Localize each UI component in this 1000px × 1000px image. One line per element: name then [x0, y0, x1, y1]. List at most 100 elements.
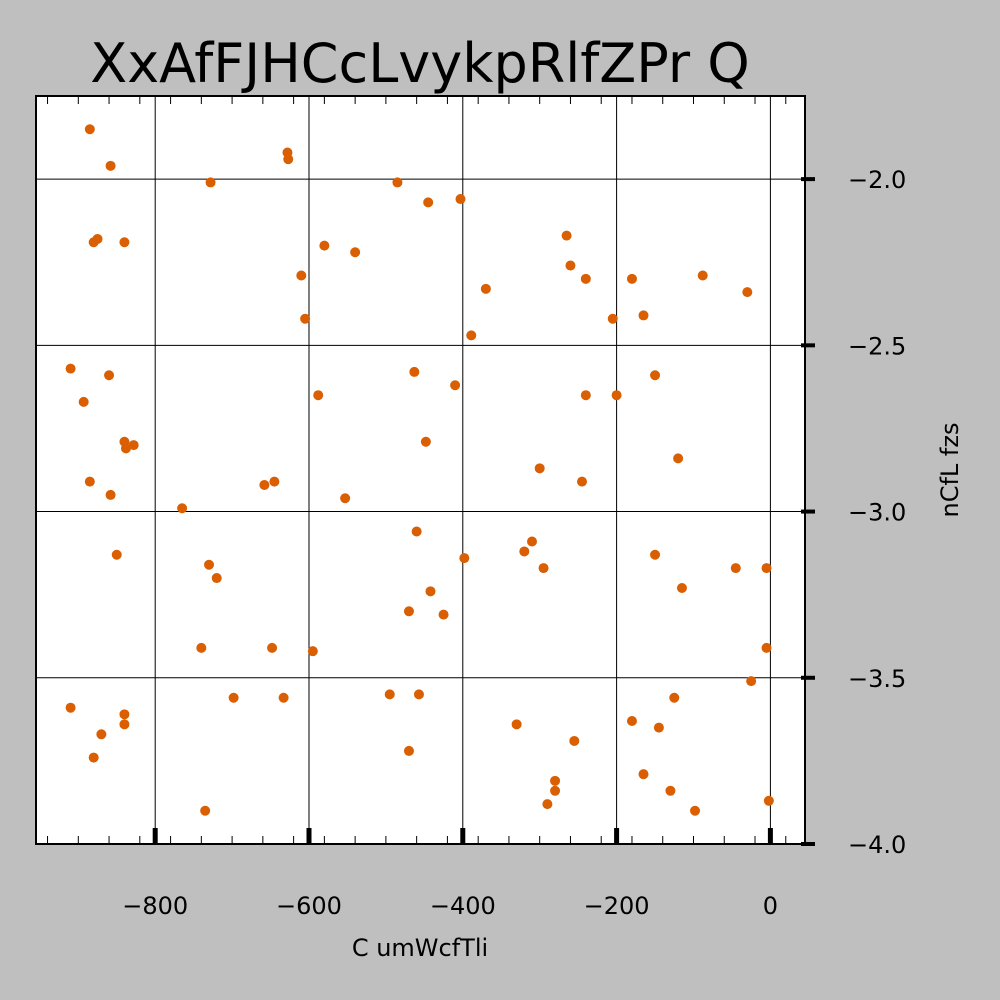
data-point: [538, 563, 549, 574]
data-point: [653, 722, 664, 733]
x-tick-label: 0: [763, 892, 778, 920]
data-point: [384, 689, 395, 700]
data-point: [466, 330, 477, 341]
data-point: [84, 476, 95, 487]
y-tick-label: −3.5: [848, 665, 906, 693]
x-tick-label: −600: [276, 892, 342, 920]
data-point: [96, 729, 107, 740]
data-point: [104, 370, 115, 381]
data-point: [200, 805, 211, 816]
data-point: [205, 177, 216, 188]
data-point: [650, 549, 661, 560]
data-point: [413, 689, 424, 700]
y-axis-label: nCfL fzs: [936, 423, 964, 518]
data-point: [120, 443, 131, 454]
data-point: [269, 476, 280, 487]
data-point: [459, 553, 470, 564]
y-tick-label: −2.5: [848, 332, 906, 360]
data-point: [278, 692, 289, 703]
data-point: [576, 476, 587, 487]
data-point: [534, 463, 545, 474]
data-point: [565, 260, 576, 271]
data-point: [607, 313, 618, 324]
data-point: [350, 247, 361, 258]
chart-title: XxAfFJHCcLvykpRlfZPr Q: [90, 32, 750, 95]
data-point: [119, 709, 130, 720]
data-point: [105, 160, 116, 171]
data-point: [204, 559, 215, 570]
data-point: [638, 769, 649, 780]
y-tick-label: −4.0: [848, 831, 906, 859]
data-point: [626, 715, 637, 726]
x-tick-label: −800: [122, 892, 188, 920]
data-point: [313, 390, 324, 401]
data-point: [267, 642, 278, 653]
data-point: [697, 270, 708, 281]
x-tick-label: −400: [430, 892, 496, 920]
axis-ticks: [47, 96, 815, 846]
data-point: [580, 273, 591, 284]
data-point: [742, 287, 753, 298]
data-point: [423, 197, 434, 208]
data-point: [580, 390, 591, 401]
data-point: [676, 583, 687, 594]
data-point: [611, 390, 622, 401]
plot-frame: [35, 95, 806, 845]
data-point: [650, 370, 661, 381]
data-point: [105, 489, 116, 500]
data-point: [119, 719, 130, 730]
data-point: [542, 799, 553, 810]
data-point: [411, 526, 422, 537]
data-point: [65, 363, 76, 374]
data-point: [561, 230, 572, 241]
data-point: [128, 440, 139, 451]
data-point: [409, 366, 420, 377]
data-point: [761, 563, 772, 574]
data-point: [211, 573, 222, 584]
y-tick-label: −3.0: [848, 499, 906, 527]
data-point: [196, 642, 207, 653]
data-point: [455, 194, 466, 205]
data-point: [665, 785, 676, 796]
data-point: [65, 702, 76, 713]
data-point: [78, 396, 89, 407]
data-point: [403, 745, 414, 756]
x-axis-label: C umWcfTli: [352, 934, 488, 962]
data-points: [65, 124, 774, 816]
data-point: [392, 177, 403, 188]
y-tick-label: −2.0: [848, 166, 906, 194]
x-tick-labels: −800 −600 −400 −200 0: [122, 892, 778, 920]
data-point: [92, 233, 103, 244]
data-point: [259, 479, 270, 490]
data-point: [88, 752, 99, 763]
data-point: [84, 124, 95, 135]
data-point: [763, 795, 774, 806]
data-point: [761, 642, 772, 653]
data-point: [550, 785, 561, 796]
data-point: [673, 453, 684, 464]
data-point: [425, 586, 436, 597]
data-point: [550, 775, 561, 786]
data-point: [307, 646, 318, 657]
data-point: [296, 270, 307, 281]
data-point: [480, 283, 491, 294]
data-point: [319, 240, 330, 251]
plot-area: [36, 96, 805, 844]
data-point: [730, 563, 741, 574]
data-point: [228, 692, 239, 703]
data-point: [638, 310, 649, 321]
data-point: [403, 606, 414, 617]
data-point: [420, 436, 431, 447]
data-point: [450, 380, 461, 391]
data-point: [340, 493, 351, 504]
data-point: [283, 154, 294, 165]
data-point: [669, 692, 680, 703]
data-point: [626, 273, 637, 284]
data-point: [746, 676, 757, 687]
data-point: [527, 536, 538, 547]
data-point: [111, 549, 122, 560]
data-point: [519, 546, 530, 557]
data-point: [569, 735, 580, 746]
data-point: [438, 609, 449, 620]
